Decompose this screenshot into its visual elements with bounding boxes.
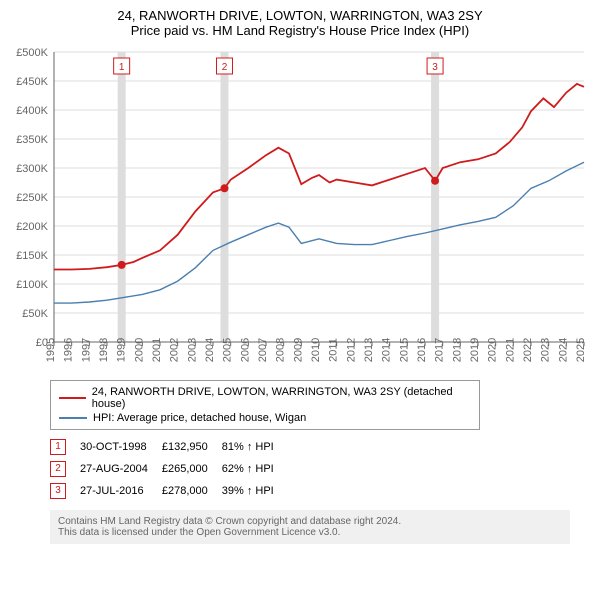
svg-text:£150K: £150K <box>16 250 48 262</box>
sale-events-table: 1 30-OCT-1998£132,95081% ↑ HPI 2 27-AUG-200… <box>50 436 288 502</box>
legend-row-hpi: HPI: Average price, detached house, Wiga… <box>59 411 471 425</box>
svg-text:£500K: £500K <box>16 47 48 59</box>
event-delta: 62% ↑ HPI <box>222 458 288 480</box>
svg-text:2016: 2016 <box>416 338 428 362</box>
event-row: 2 27-AUG-2004£265,00062% ↑ HPI <box>50 458 288 480</box>
chart-title-block: 24, RANWORTH DRIVE, LOWTON, WARRINGTON, … <box>8 8 592 38</box>
svg-text:2001: 2001 <box>151 338 163 362</box>
event-badge: 3 <box>50 483 66 499</box>
legend-label-hpi: HPI: Average price, detached house, Wiga… <box>93 412 306 424</box>
svg-text:2007: 2007 <box>257 338 269 362</box>
legend-swatch-property <box>59 397 86 399</box>
event-price: £265,000 <box>162 458 222 480</box>
title-line-2: Price paid vs. HM Land Registry's House … <box>8 23 592 38</box>
svg-text:2025: 2025 <box>575 338 587 362</box>
svg-text:2: 2 <box>222 62 228 73</box>
footer-line-1: Contains HM Land Registry data © Crown c… <box>58 516 562 527</box>
event-delta: 81% ↑ HPI <box>222 436 288 458</box>
attribution-footer: Contains HM Land Registry data © Crown c… <box>50 510 570 544</box>
svg-text:2009: 2009 <box>292 338 304 362</box>
event-price: £278,000 <box>162 480 222 502</box>
svg-text:2005: 2005 <box>222 338 234 362</box>
svg-text:2021: 2021 <box>504 338 516 362</box>
svg-text:2008: 2008 <box>275 338 287 362</box>
event-badge: 2 <box>50 461 66 477</box>
svg-text:£400K: £400K <box>16 105 48 117</box>
legend: 24, RANWORTH DRIVE, LOWTON, WARRINGTON, … <box>50 380 480 430</box>
svg-text:2020: 2020 <box>487 338 499 362</box>
svg-text:2015: 2015 <box>398 338 410 362</box>
svg-text:£100K: £100K <box>16 279 48 291</box>
svg-text:1996: 1996 <box>63 338 75 362</box>
svg-text:2012: 2012 <box>345 338 357 362</box>
svg-text:2014: 2014 <box>381 338 393 362</box>
event-date: 27-AUG-2004 <box>80 458 162 480</box>
svg-text:1998: 1998 <box>98 338 110 362</box>
svg-text:£450K: £450K <box>16 76 48 88</box>
svg-text:2006: 2006 <box>239 338 251 362</box>
svg-text:1999: 1999 <box>116 338 128 362</box>
title-line-1: 24, RANWORTH DRIVE, LOWTON, WARRINGTON, … <box>8 8 592 23</box>
svg-text:£200K: £200K <box>16 221 48 233</box>
event-price: £132,950 <box>162 436 222 458</box>
legend-row-property: 24, RANWORTH DRIVE, LOWTON, WARRINGTON, … <box>59 385 471 411</box>
footer-line-2: This data is licensed under the Open Gov… <box>58 527 562 538</box>
svg-text:3: 3 <box>432 62 438 73</box>
svg-text:2013: 2013 <box>363 338 375 362</box>
svg-text:2002: 2002 <box>169 338 181 362</box>
event-badge: 1 <box>50 439 66 455</box>
svg-text:2019: 2019 <box>469 338 481 362</box>
event-delta: 39% ↑ HPI <box>222 480 288 502</box>
svg-text:1: 1 <box>119 62 125 73</box>
svg-text:£50K: £50K <box>22 308 48 320</box>
svg-text:2023: 2023 <box>540 338 552 362</box>
svg-text:1995: 1995 <box>45 338 57 362</box>
svg-text:£300K: £300K <box>16 163 48 175</box>
svg-text:2010: 2010 <box>310 338 322 362</box>
svg-text:2018: 2018 <box>451 338 463 362</box>
svg-text:2024: 2024 <box>557 338 569 362</box>
svg-text:2004: 2004 <box>204 338 216 362</box>
chart-area: £0£50K£100K£150K£200K£250K£300K£350K£400… <box>8 44 592 374</box>
event-date: 27-JUL-2016 <box>80 480 162 502</box>
event-row: 3 27-JUL-2016£278,00039% ↑ HPI <box>50 480 288 502</box>
line-chart-svg: £0£50K£100K£150K£200K£250K£300K£350K£400… <box>8 44 592 374</box>
legend-swatch-hpi <box>59 417 87 419</box>
svg-text:2022: 2022 <box>522 338 534 362</box>
svg-text:£350K: £350K <box>16 134 48 146</box>
event-row: 1 30-OCT-1998£132,95081% ↑ HPI <box>50 436 288 458</box>
svg-text:£250K: £250K <box>16 192 48 204</box>
svg-text:2003: 2003 <box>186 338 198 362</box>
svg-text:1997: 1997 <box>80 338 92 362</box>
svg-text:2017: 2017 <box>434 338 446 362</box>
event-date: 30-OCT-1998 <box>80 436 162 458</box>
legend-label-property: 24, RANWORTH DRIVE, LOWTON, WARRINGTON, … <box>92 386 471 410</box>
svg-text:2000: 2000 <box>133 338 145 362</box>
